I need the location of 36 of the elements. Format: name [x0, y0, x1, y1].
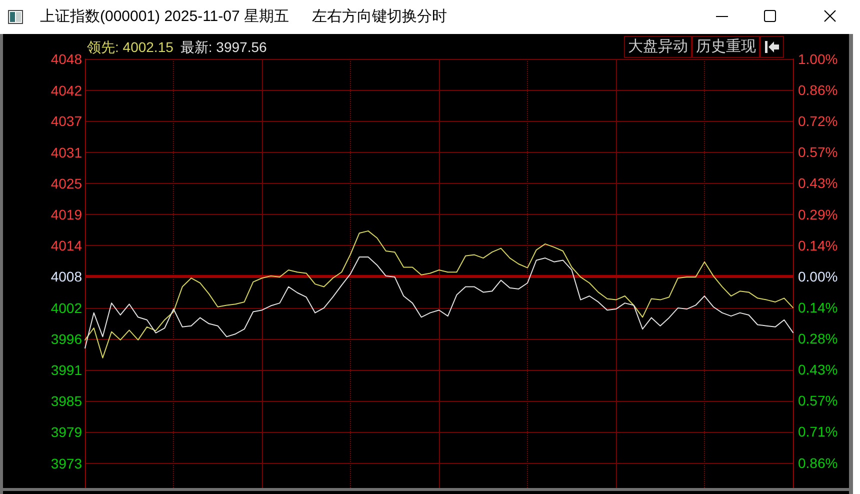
y2-tick-label: 1.00%: [798, 51, 838, 67]
y2-tick-label: 0.71%: [798, 424, 838, 440]
y-tick-label: 3979: [50, 424, 82, 440]
y-tick-label: 4048: [50, 51, 82, 67]
y-tick-label: 4037: [50, 112, 82, 129]
y2-tick-label: 0.14%: [798, 300, 838, 316]
y-tick-label: 4014: [50, 238, 82, 254]
y-tick-label: 3985: [50, 393, 82, 410]
y2-tick-label: 0.57%: [798, 392, 838, 409]
text: 最新: 3997.56: [180, 38, 267, 56]
y-tick-label: 3973: [50, 456, 82, 472]
y2-tick-label: 0.43%: [798, 175, 838, 192]
text: 大盘异动: [624, 36, 692, 58]
y-tick-label: 4008: [50, 268, 82, 284]
y2-tick-label: 0.14%: [798, 237, 838, 254]
chart-title: 上证指数(000001) 2025-11-07 星期五: [40, 7, 289, 27]
y-tick-label: 4019: [50, 206, 82, 223]
y-tick-label: 4042: [50, 82, 82, 98]
line-series: [84, 256, 794, 349]
y2-tick-label: 0.28%: [798, 330, 838, 346]
y-tick-label: 4025: [50, 176, 82, 192]
y2-tick-label: 0.86%: [798, 454, 838, 471]
chart-subtitle: 左右方向键切换分时: [312, 7, 447, 27]
y-tick-label: 4002: [50, 300, 82, 316]
y2-tick-label: 0.43%: [798, 361, 838, 378]
y-tick-label: 3991: [50, 362, 82, 378]
line-series: [84, 230, 794, 358]
text: 领先: 4002.15: [87, 38, 174, 56]
y2-tick-label: 0.72%: [798, 112, 838, 129]
y-tick-label: 3996: [50, 330, 82, 347]
text: 历史重现: [692, 36, 760, 58]
y2-tick-label: 0.57%: [798, 144, 838, 160]
y2-tick-label: 0.86%: [798, 82, 838, 98]
y2-tick-label: 0.29%: [798, 206, 838, 222]
y-tick-label: 4031: [50, 144, 82, 160]
y2-tick-label: 0.00%: [798, 268, 838, 285]
